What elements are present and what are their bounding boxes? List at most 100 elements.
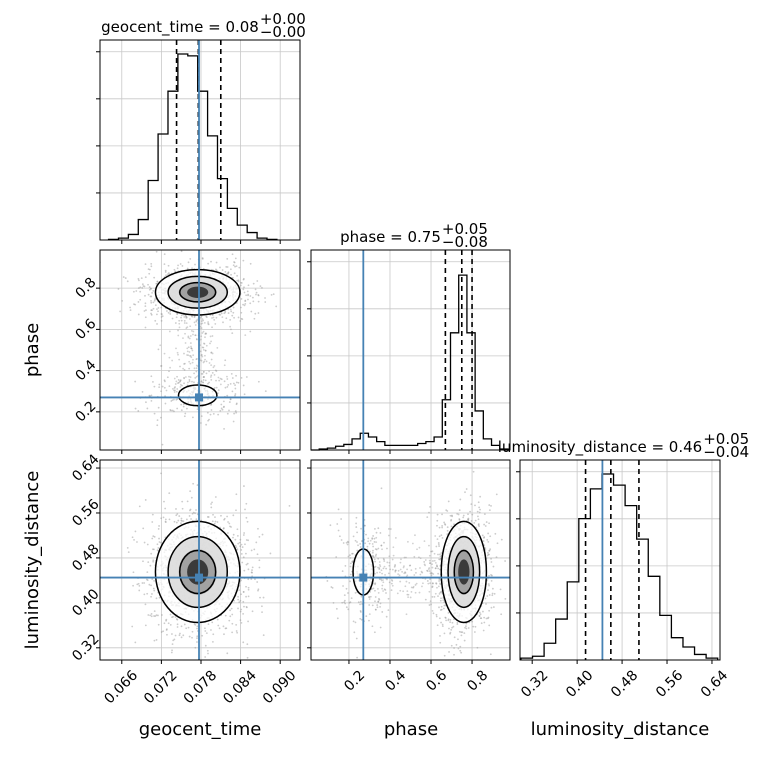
panel-phase-vs-luminosity-distance-sample-point	[439, 635, 441, 637]
panel-phase-vs-luminosity-distance-sample-point	[439, 568, 441, 571]
hist-luminosity-distance-title: luminosity_distance = 0.46 +0.05−0.04	[498, 430, 749, 461]
panel-geocent-time-vs-phase-sample-point	[200, 359, 203, 362]
panel-phase-vs-luminosity-distance-sample-point	[456, 621, 459, 624]
panel-phase-vs-luminosity-distance-sample-point	[420, 570, 423, 573]
panel-geocent-time-vs-phase-sample-point	[255, 291, 258, 294]
panel-phase-vs-luminosity-distance-sample-point	[379, 571, 381, 574]
panel-geocent-time-vs-phase-sample-point	[226, 412, 229, 415]
panel-phase-vs-luminosity-distance-sample-point	[388, 561, 391, 564]
panel-geocent-time-vs-phase-sample-point	[239, 320, 242, 322]
panel-phase-vs-luminosity-distance-sample-point	[374, 596, 377, 598]
panel-geocent-time-vs-phase-contour	[167, 275, 229, 309]
panel-phase-vs-luminosity-distance-sample-point	[412, 585, 415, 588]
panel-geocent-time-vs-phase-sample-point	[216, 346, 219, 349]
panel-phase-vs-luminosity-distance-sample-point	[451, 515, 454, 518]
panel-phase-vs-luminosity-distance-sample-point	[376, 606, 379, 609]
panel-geocent-time-vs-phase-sample-point	[203, 321, 206, 324]
panel-phase-vs-luminosity-distance-sample-point	[440, 621, 442, 624]
panel-geocent-time-vs-luminosity-distance-sample-point	[241, 546, 244, 548]
panel-phase-vs-luminosity-distance-sample-point	[377, 600, 380, 603]
panel-phase-vs-luminosity-distance-sample-point	[439, 641, 442, 644]
panel-geocent-time-vs-phase-sample-point	[231, 314, 234, 317]
panel-geocent-time-vs-phase-sample-point	[230, 328, 232, 331]
panel-phase-vs-luminosity-distance-sample-point	[491, 594, 494, 597]
panel-geocent-time-vs-phase-sample-point	[196, 408, 199, 411]
panel-phase-vs-luminosity-distance-sample-point	[471, 513, 474, 516]
panel-phase-vs-luminosity-distance-sample-point	[492, 565, 495, 568]
panel-geocent-time-vs-phase-sample-point	[184, 342, 187, 344]
panel-geocent-time-vs-luminosity-distance-sample-point	[239, 619, 242, 621]
panel-geocent-time-vs-phase-contour	[154, 268, 241, 316]
panel-geocent-time-vs-phase-sample-point	[229, 325, 232, 328]
panel-phase-vs-luminosity-distance-sample-point	[368, 613, 371, 616]
panel-geocent-time-vs-luminosity-distance-sample-point	[206, 516, 209, 518]
panel-geocent-time-vs-luminosity-distance-sample-point	[236, 631, 239, 634]
panel-phase-vs-luminosity-distance-sample-point	[457, 513, 460, 516]
panel-phase-vs-luminosity-distance-sample-point	[343, 601, 346, 604]
panel-geocent-time-vs-phase-sample-point	[219, 313, 222, 316]
hist-phase-title-minus: −0.08	[442, 233, 488, 251]
panel-geocent-time-vs-phase-sample-point	[156, 280, 159, 283]
panel-geocent-time-vs-luminosity-distance-sample-point	[151, 537, 154, 540]
panel-geocent-time-vs-phase-sample-point	[245, 294, 248, 297]
panel-geocent-time-vs-luminosity-distance-sample-point	[142, 560, 144, 563]
panel-phase-vs-luminosity-distance-sample-point	[446, 510, 449, 512]
panel-geocent-time-vs-phase-sample-point	[202, 361, 205, 364]
panel-geocent-time-vs-phase-sample-point	[170, 400, 173, 402]
panel-geocent-time-vs-luminosity-distance-sample-point	[188, 515, 191, 517]
panel-geocent-time-vs-luminosity-distance-sample-point	[157, 528, 160, 530]
panel-phase-vs-luminosity-distance-sample-point	[383, 541, 385, 544]
panel-geocent-time-vs-luminosity-distance-sample-point	[164, 507, 167, 510]
panel-phase-vs-luminosity-distance-sample-point	[342, 542, 345, 544]
panel-geocent-time-vs-phase-sample-point	[173, 391, 176, 393]
panel-geocent-time-vs-luminosity-distance-sample-point	[176, 626, 179, 628]
panel-phase-vs-luminosity-distance-sample-point	[448, 627, 450, 630]
panel-geocent-time-vs-luminosity-distance-sample-point	[235, 623, 238, 626]
panel-geocent-time-vs-phase-sample-point	[185, 316, 188, 319]
panel-geocent-time-vs-phase-sample-point	[200, 323, 203, 325]
panel-phase-vs-luminosity-distance-sample-point	[378, 598, 381, 601]
panel-geocent-time-vs-luminosity-distance-contour	[154, 520, 241, 624]
panel-geocent-time-vs-luminosity-distance-sample-point	[229, 609, 231, 612]
panel-phase-vs-luminosity-distance-sample-point	[431, 572, 433, 575]
panel-geocent-time-vs-phase-sample-point	[185, 322, 188, 324]
panel-geocent-time-vs-phase-sample-point	[200, 335, 203, 338]
panel-geocent-time-vs-phase-sample-point	[191, 267, 193, 270]
hist-geocent-time-frame	[99, 39, 301, 241]
panel-geocent-time-vs-phase-sample-point	[199, 422, 202, 424]
panel-phase-vs-luminosity-distance-sample-point	[340, 539, 343, 541]
panel-phase-vs-luminosity-distance-sample-point	[413, 555, 416, 558]
panel-phase-vs-luminosity-distance-sample-point	[439, 591, 442, 594]
panel-phase-vs-luminosity-distance-sample-point	[479, 495, 482, 498]
panel-geocent-time-vs-phase-sample-point	[226, 266, 229, 268]
panel-geocent-time-vs-phase-sample-point	[208, 418, 210, 421]
panel-geocent-time-vs-phase-sample-point	[231, 253, 234, 256]
panel-phase-vs-luminosity-distance-sample-point	[383, 565, 386, 568]
panel-geocent-time-vs-luminosity-distance-sample-point	[196, 641, 198, 643]
ytick-label-phase: 0.8	[72, 275, 99, 302]
panel-geocent-time-vs-luminosity-distance-sample-point	[205, 632, 208, 635]
panel-geocent-time-vs-luminosity-distance-content	[100, 460, 300, 660]
panel-phase-vs-luminosity-distance-sample-point	[455, 643, 458, 646]
panel-geocent-time-vs-phase-sample-point	[189, 354, 191, 357]
panel-geocent-time-vs-phase-sample-point	[205, 332, 208, 335]
panel-geocent-time-vs-phase-sample-point	[192, 354, 195, 357]
panel-phase-vs-luminosity-distance-sample-point	[424, 564, 426, 567]
panel-geocent-time-vs-phase-sample-point	[150, 262, 153, 265]
panel-geocent-time-vs-luminosity-distance-sample-point	[188, 635, 191, 638]
panel-phase-vs-luminosity-distance-sample-point	[368, 604, 371, 606]
panel-geocent-time-vs-luminosity-distance-sample-point	[245, 502, 248, 505]
ytick-label-phase: 0.2	[72, 398, 99, 425]
panel-geocent-time-vs-phase-sample-point	[200, 380, 203, 383]
panel-geocent-time-vs-phase-sample-point	[175, 398, 178, 401]
panel-phase-vs-luminosity-distance-sample-point	[347, 555, 350, 558]
panel-geocent-time-vs-phase-sample-point	[218, 379, 221, 382]
panel-phase-vs-luminosity-distance-sample-point	[367, 540, 370, 543]
panel-geocent-time-vs-phase-sample-point	[215, 370, 218, 372]
panel-phase-vs-luminosity-distance-sample-point	[371, 537, 374, 539]
panel-geocent-time-vs-phase-sample-point	[196, 318, 199, 321]
panel-geocent-time-vs-luminosity-distance-sample-point	[153, 639, 156, 642]
panel-geocent-time-vs-luminosity-distance-sample-point	[171, 643, 174, 646]
panel-phase-vs-luminosity-distance-sample-point	[450, 519, 452, 522]
panel-geocent-time-vs-phase-sample-point	[203, 360, 206, 363]
